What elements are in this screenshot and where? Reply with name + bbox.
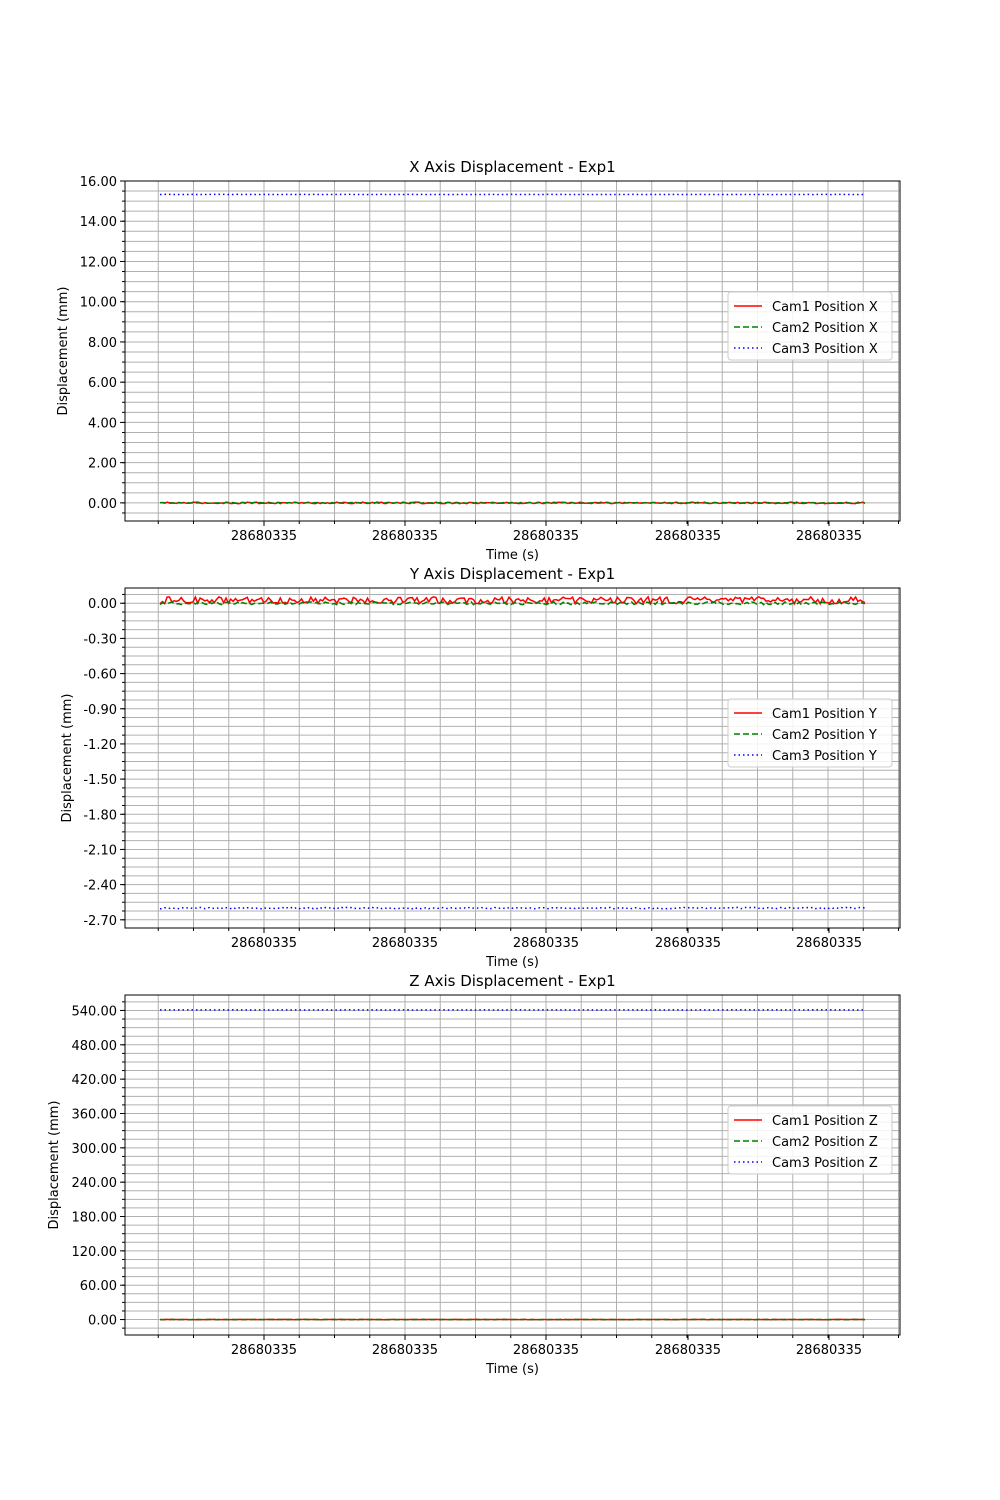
legend-box — [727, 291, 893, 361]
y-tick-label: -1.50 — [83, 773, 117, 788]
x-tick-label: 28680335 — [655, 529, 721, 544]
chart-title: Z Axis Displacement - Exp1 — [409, 972, 615, 990]
legend-label-3: Cam3 Position Z — [772, 1156, 878, 1171]
y-tick-label: 8.00 — [88, 336, 117, 351]
y-tick-label: -1.20 — [83, 738, 117, 753]
x-tick-label: 28680335 — [231, 1343, 297, 1358]
x-tick-label: 28680335 — [372, 529, 438, 544]
legend-box — [727, 698, 893, 768]
series-line-1 — [159, 595, 866, 606]
legend: Cam1 Position Z Cam2 Position Z Cam3 Posit… — [727, 1105, 893, 1175]
x-tick-label: 28680335 — [231, 529, 297, 544]
chart-panel-1: 0.00 2.00 4.00 6.00 8.00 10.00 12.00 14.00 16.00… — [56, 158, 901, 563]
legend: Cam1 Position X Cam2 Position X Cam3 Posit… — [727, 291, 893, 361]
y-tick-label: 120.00 — [72, 1245, 118, 1260]
y-tick-label: -2.10 — [83, 843, 117, 858]
y-tick-label: 540.00 — [72, 1004, 118, 1019]
legend-label-3: Cam3 Position X — [772, 342, 878, 357]
x-tick-label: 28680335 — [513, 1343, 579, 1358]
axes-frame — [124, 180, 901, 522]
y-tick-label: 240.00 — [72, 1176, 118, 1191]
y-tick-label: -0.30 — [83, 632, 117, 647]
x-tick-label: 28680335 — [796, 529, 862, 544]
y-tick-label: 14.00 — [80, 215, 117, 230]
y-tick-label: 60.00 — [80, 1279, 117, 1294]
y-tick-label: -1.80 — [83, 808, 117, 823]
legend-label-2: Cam2 Position Z — [772, 1135, 878, 1150]
legend-label-1: Cam1 Position Z — [772, 1114, 878, 1129]
chart-title: X Axis Displacement - Exp1 — [409, 158, 615, 176]
y-tick-label: 0.00 — [88, 1314, 117, 1329]
y-tick-label: -0.90 — [83, 703, 117, 718]
y-tick-label: 0.00 — [88, 497, 117, 512]
y-tick-label: 10.00 — [80, 296, 117, 311]
y-tick-label: 0.00 — [88, 597, 117, 612]
x-tick-label: 28680335 — [372, 936, 438, 951]
y-tick-label: -2.40 — [83, 879, 117, 894]
tick-marks — [120, 180, 899, 526]
legend-label-3: Cam3 Position Y — [772, 749, 877, 764]
legend: Cam1 Position Y Cam2 Position Y Cam3 Posit… — [727, 698, 893, 768]
y-tick-label: 480.00 — [72, 1039, 118, 1054]
x-tick-label: 28680335 — [796, 1343, 862, 1358]
x-tick-label: 28680335 — [655, 1343, 721, 1358]
x-tick-label: 28680335 — [513, 529, 579, 544]
x-tick-label: 28680335 — [372, 1343, 438, 1358]
x-axis-label: Time (s) — [485, 1362, 539, 1377]
x-tick-label: 28680335 — [655, 936, 721, 951]
tick-marks — [120, 1001, 899, 1340]
legend-label-2: Cam2 Position X — [772, 321, 878, 336]
chart-panel-2: 0.00 -0.30 -0.60 -0.90 -1.20 -1.50 -1.80 -2.10 -… — [60, 565, 901, 970]
y-tick-label: 12.00 — [80, 255, 117, 270]
series-line-2 — [159, 501, 866, 505]
tick-marks — [120, 593, 899, 933]
y-axis-label: Displacement (mm) — [56, 287, 71, 416]
y-tick-label: 2.00 — [88, 457, 117, 472]
x-tick-label: 28680335 — [513, 936, 579, 951]
y-tick-label: 16.00 — [80, 175, 117, 190]
y-tick-label: 6.00 — [88, 376, 117, 391]
legend-box — [727, 1105, 893, 1175]
axes-frame — [124, 587, 901, 929]
x-axis-label: Time (s) — [485, 955, 539, 970]
x-tick-label: 28680335 — [231, 936, 297, 951]
y-tick-label: 360.00 — [72, 1107, 118, 1122]
legend-label-1: Cam1 Position X — [772, 300, 878, 315]
y-tick-label: 300.00 — [72, 1142, 118, 1157]
y-tick-label: -0.60 — [83, 668, 117, 683]
y-axis-label: Displacement (mm) — [60, 694, 75, 823]
y-tick-label: 420.00 — [72, 1073, 118, 1088]
legend-label-1: Cam1 Position Y — [772, 707, 877, 722]
y-axis-label: Displacement (mm) — [47, 1101, 62, 1230]
series-line-3 — [159, 906, 866, 910]
y-tick-label: -2.70 — [83, 914, 117, 929]
chart-title: Y Axis Displacement - Exp1 — [409, 565, 615, 583]
y-tick-label: 180.00 — [72, 1211, 118, 1226]
y-tick-label: 4.00 — [88, 416, 117, 431]
x-tick-label: 28680335 — [796, 936, 862, 951]
x-axis-label: Time (s) — [485, 548, 539, 563]
chart-panel-3: 0.00 60.00 120.00 180.00 240.00 300.00 360.00 4… — [47, 972, 901, 1377]
series-line-2 — [159, 600, 866, 606]
legend-label-2: Cam2 Position Y — [772, 728, 877, 743]
